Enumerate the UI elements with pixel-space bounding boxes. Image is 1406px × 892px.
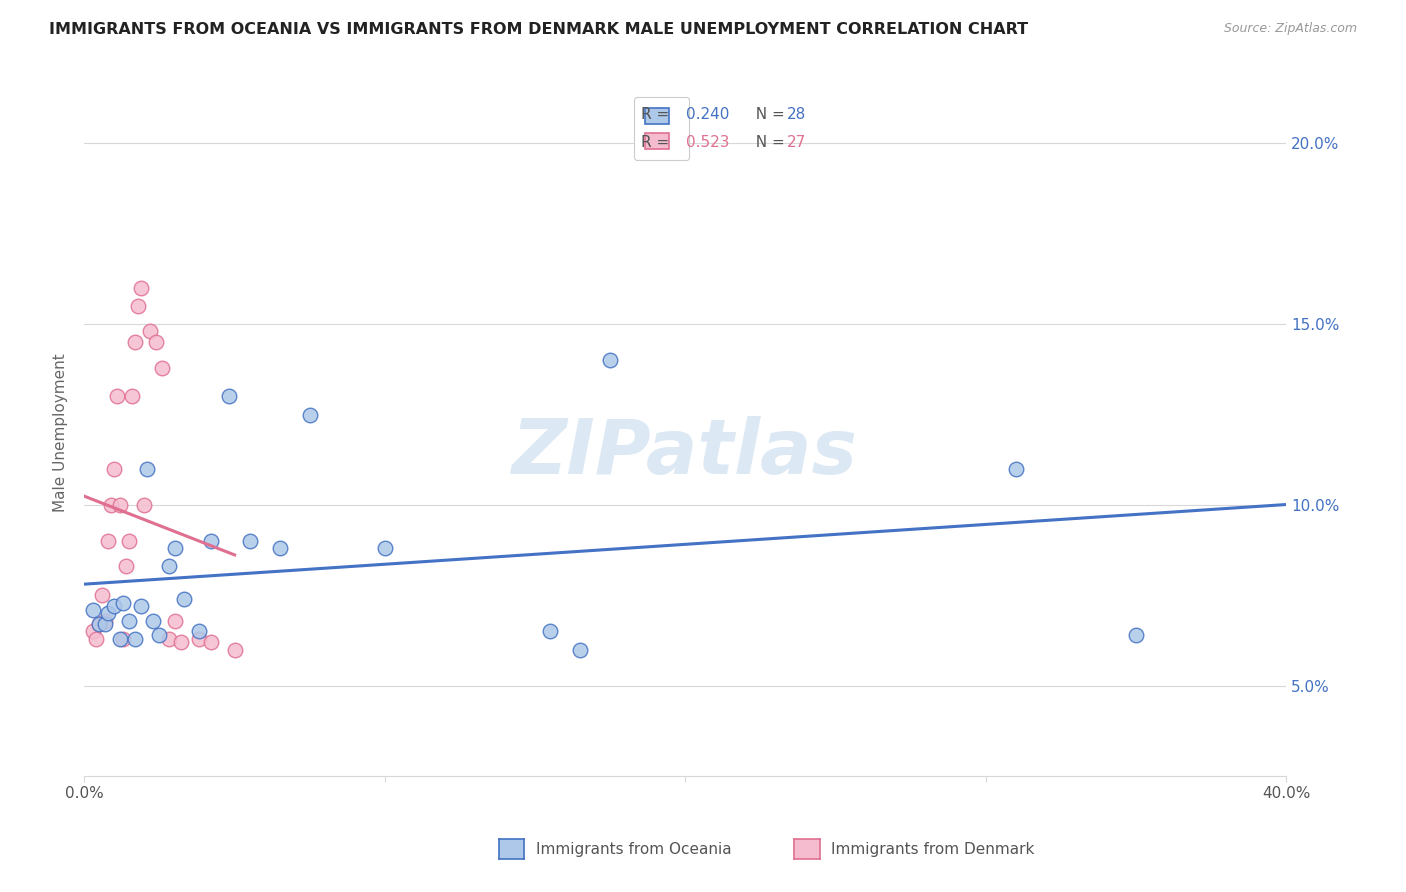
Text: Immigrants from Oceania: Immigrants from Oceania	[536, 842, 731, 856]
Point	[374, 541, 396, 556]
Point	[187, 632, 209, 646]
Point	[157, 559, 180, 574]
Point	[112, 632, 135, 646]
Point	[127, 299, 149, 313]
Text: R =: R =	[641, 107, 673, 122]
Point	[239, 534, 262, 549]
Point	[91, 588, 114, 602]
Point	[187, 624, 209, 639]
Point	[569, 642, 592, 657]
Point	[107, 389, 129, 403]
Point	[97, 534, 120, 549]
Point	[224, 642, 246, 657]
Point	[134, 498, 156, 512]
Point	[89, 617, 111, 632]
Point	[110, 498, 132, 512]
Point	[103, 462, 125, 476]
Point	[218, 389, 240, 403]
Point	[269, 541, 291, 556]
Point	[103, 599, 125, 614]
Point	[131, 281, 153, 295]
Text: 0.240: 0.240	[686, 107, 730, 122]
Point	[163, 541, 186, 556]
Point	[1125, 628, 1147, 642]
Point	[82, 603, 104, 617]
Point	[124, 335, 146, 350]
Point	[163, 614, 186, 628]
Point	[110, 632, 132, 646]
Text: 28: 28	[787, 107, 807, 122]
Point	[112, 595, 135, 609]
Point	[94, 614, 117, 628]
Point	[148, 628, 170, 642]
Text: Source: ZipAtlas.com: Source: ZipAtlas.com	[1223, 22, 1357, 36]
Point	[298, 408, 321, 422]
Point	[97, 607, 120, 621]
Point	[115, 559, 138, 574]
Text: N =: N =	[747, 135, 790, 150]
Point	[124, 632, 146, 646]
Y-axis label: Male Unemployment: Male Unemployment	[53, 353, 69, 512]
Text: 27: 27	[787, 135, 807, 150]
Point	[121, 389, 143, 403]
Point	[173, 591, 195, 606]
Text: R =: R =	[641, 135, 673, 150]
Point	[94, 617, 117, 632]
Point	[136, 462, 159, 476]
Point	[139, 325, 162, 339]
Legend: , : ,	[634, 97, 689, 160]
Point	[82, 624, 104, 639]
Point	[1005, 462, 1028, 476]
Point	[131, 599, 153, 614]
Point	[157, 632, 180, 646]
Text: N =: N =	[747, 107, 790, 122]
Point	[89, 617, 111, 632]
Point	[118, 534, 141, 549]
Point	[118, 614, 141, 628]
Point	[200, 635, 222, 649]
Text: IMMIGRANTS FROM OCEANIA VS IMMIGRANTS FROM DENMARK MALE UNEMPLOYMENT CORRELATION: IMMIGRANTS FROM OCEANIA VS IMMIGRANTS FR…	[49, 22, 1028, 37]
Point	[599, 353, 621, 368]
Point	[538, 624, 561, 639]
Text: 0.523: 0.523	[686, 135, 730, 150]
Text: ZIPatlas: ZIPatlas	[512, 417, 859, 491]
Point	[142, 614, 165, 628]
Point	[200, 534, 222, 549]
Text: Immigrants from Denmark: Immigrants from Denmark	[831, 842, 1035, 856]
Point	[86, 632, 108, 646]
Point	[169, 635, 191, 649]
Point	[100, 498, 122, 512]
Point	[145, 335, 167, 350]
Point	[152, 360, 174, 375]
